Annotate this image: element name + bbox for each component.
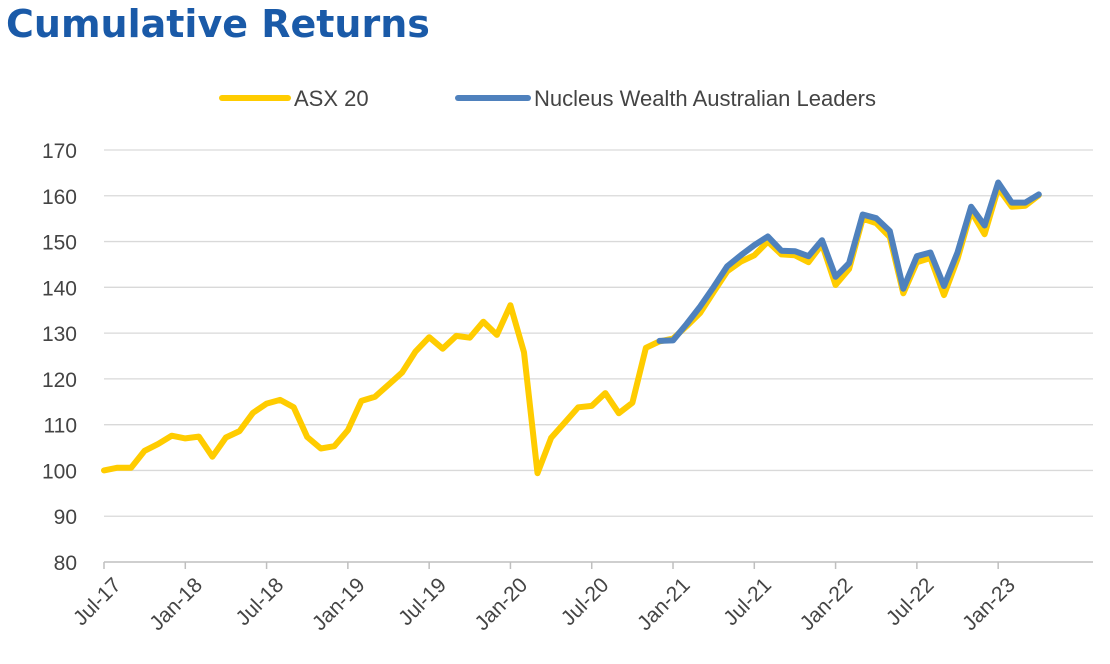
y-axis-tick-labels: 80 90 100 110 120 130 140 150 160 170 xyxy=(42,140,77,575)
legend-item: ASX 20 xyxy=(219,86,369,111)
y-tick-label: 90 xyxy=(54,506,77,529)
x-tick-label: Jan-22 xyxy=(796,573,858,635)
x-tick-label: Jul-22 xyxy=(882,573,939,630)
y-tick-label: 120 xyxy=(42,369,77,392)
x-tick-label: Jan-23 xyxy=(958,573,1020,635)
x-tick-label: Jul-20 xyxy=(557,573,614,630)
y-tick-label: 160 xyxy=(42,186,77,209)
x-axis xyxy=(103,561,1093,569)
y-tick-label: 80 xyxy=(54,552,77,575)
legend-item: Nucleus Wealth Australian Leaders xyxy=(455,86,876,111)
x-tick-label: Jan-18 xyxy=(145,573,207,635)
x-tick-label: Jul-18 xyxy=(232,573,289,630)
series-line-nucleus-wealth-australian-leaders xyxy=(656,179,1042,344)
x-axis-tick-labels: Jul-17 Jan-18 Jul-18 Jan-19 Jul-19 Jan-20 Jul-… xyxy=(69,573,1020,635)
x-tick-label: Jul-17 xyxy=(69,573,126,630)
y-tick-label: 170 xyxy=(42,140,77,163)
legend-label: ASX 20 xyxy=(294,86,369,111)
chart-title: Cumulative Returns xyxy=(6,2,430,46)
x-tick-label: Jan-19 xyxy=(308,573,370,635)
x-tick-label: Jan-20 xyxy=(470,573,532,635)
y-tick-label: 130 xyxy=(42,323,77,346)
series-line-asx-20 xyxy=(101,185,1042,477)
y-tick-label: 140 xyxy=(42,277,77,300)
series-lines xyxy=(101,179,1042,477)
y-tick-label: 150 xyxy=(42,232,77,255)
legend: ASX 20 Nucleus Wealth Australian Leaders xyxy=(219,86,876,111)
x-tick-label: Jan-21 xyxy=(633,573,695,635)
y-tick-label: 100 xyxy=(42,460,77,483)
gridlines xyxy=(104,149,1093,517)
y-tick-label: 110 xyxy=(44,415,77,438)
x-tick-label: Jul-21 xyxy=(719,573,776,630)
legend-label: Nucleus Wealth Australian Leaders xyxy=(534,86,876,111)
x-tick-label: Jul-19 xyxy=(394,573,451,630)
